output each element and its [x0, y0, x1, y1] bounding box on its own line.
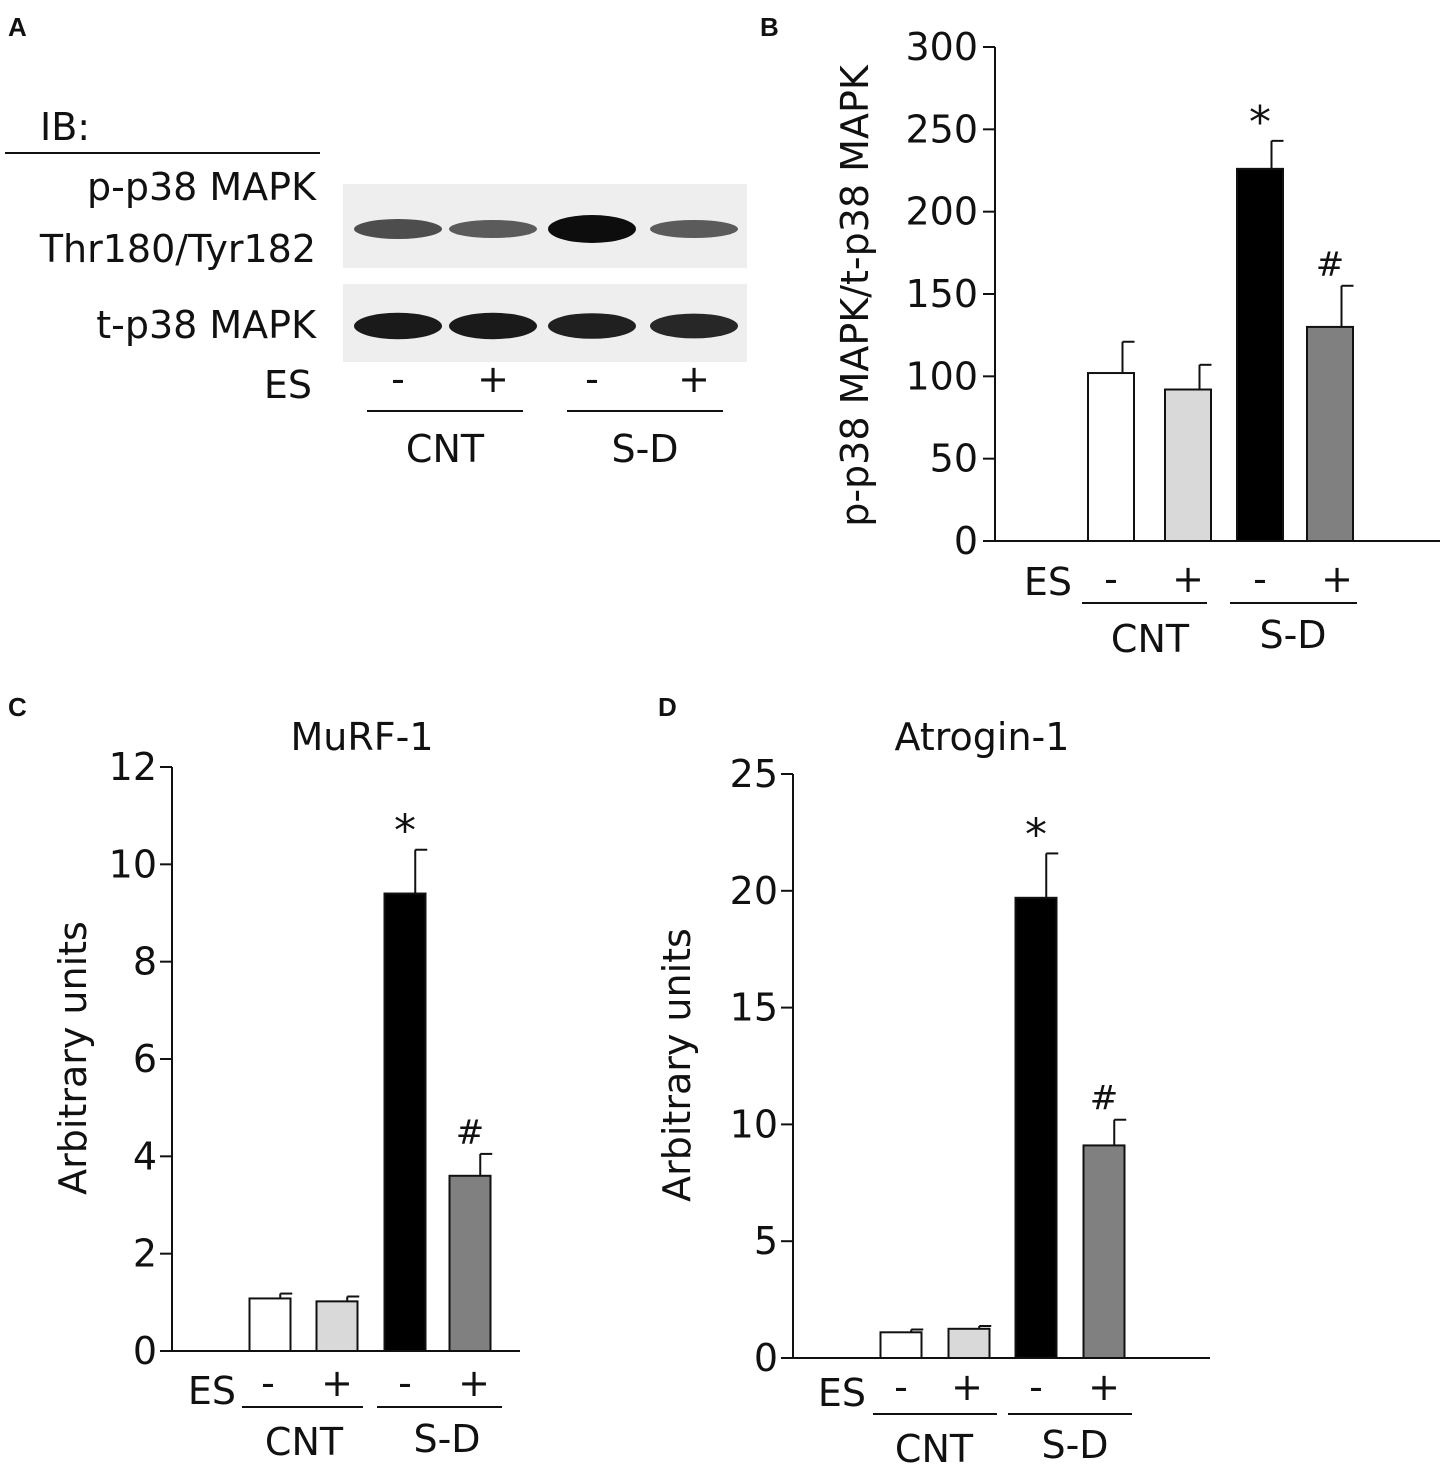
bar — [1014, 896, 1058, 1359]
y-tick-label: 50 — [930, 437, 978, 481]
y-tick-label: 10 — [730, 1102, 778, 1146]
chart-c-ylabel: Arbitrary units — [51, 921, 95, 1195]
significance-mark: * — [1249, 97, 1271, 148]
chart-d-es-sign-2: + — [951, 1365, 983, 1409]
y-tick-label: 150 — [905, 272, 978, 316]
bar — [1306, 325, 1354, 542]
chart-d-es-sign-1: - — [894, 1365, 908, 1409]
blot-row1-label-line2: Thr180/Tyr182 — [39, 227, 316, 271]
panel-b-label: B — [760, 12, 779, 42]
blot-band-total — [650, 313, 738, 339]
chart-d-group-sd: S-D — [1041, 1423, 1108, 1467]
chart-b-plot: 0 50 100 150 200 250 300 * # — [905, 25, 1440, 563]
y-tick-label: 6 — [133, 1037, 157, 1081]
panel-c-label: C — [8, 692, 27, 722]
y-tick-label: 0 — [133, 1329, 157, 1373]
significance-mark: * — [1025, 809, 1047, 860]
blot-band-total — [548, 313, 636, 339]
bar — [947, 1327, 991, 1360]
ib-label: IB: — [40, 105, 90, 149]
chart-c-es-sign-4: + — [458, 1361, 490, 1405]
es-label-a: ES — [264, 363, 312, 407]
significance-mark: # — [1090, 1079, 1119, 1119]
bar — [1236, 167, 1284, 542]
y-tick-label: 250 — [905, 107, 978, 151]
bar — [1087, 372, 1135, 543]
bar — [1082, 1144, 1126, 1359]
y-tick-label: 12 — [109, 745, 157, 789]
bar — [448, 1174, 492, 1353]
chart-c-es-sign-1: - — [261, 1361, 275, 1405]
bar — [879, 1331, 923, 1359]
chart-d-ylabel: Arbitrary units — [655, 928, 699, 1202]
chart-d-title: Atrogin-1 — [895, 715, 1070, 759]
chart-b-ylabel: p-p38 MAPK/t-p38 MAPK — [833, 64, 877, 527]
blot-band-total — [354, 312, 442, 340]
group-label-cnt: CNT — [406, 427, 485, 471]
group-label-sd: S-D — [611, 427, 678, 471]
y-tick-label: 300 — [905, 25, 978, 69]
significance-mark: # — [1316, 245, 1345, 285]
chart-c-group-sd: S-D — [413, 1417, 480, 1461]
chart-d-es-sign-3: - — [1029, 1365, 1043, 1409]
y-tick-label: 25 — [730, 752, 778, 796]
lane-sign-1: - — [391, 357, 405, 401]
chart-c-es-label: ES — [188, 1369, 236, 1413]
chart-b-es-sign-3: - — [1253, 557, 1267, 601]
bar — [383, 892, 427, 1352]
bar — [1164, 388, 1212, 542]
blot-band-phospho — [548, 215, 636, 243]
chart-c-plot: 0 2 4 6 8 10 12 * # — [109, 745, 520, 1373]
y-tick-label: 8 — [133, 940, 157, 984]
bar — [248, 1297, 292, 1352]
y-tick-label: 5 — [754, 1219, 778, 1263]
chart-c-es-sign-3: - — [398, 1361, 412, 1405]
chart-b-es-sign-1: - — [1104, 557, 1118, 601]
y-tick-label: 100 — [905, 354, 978, 398]
chart-c-group-cnt: CNT — [265, 1420, 344, 1464]
y-tick-label: 20 — [730, 869, 778, 913]
chart-c-title: MuRF-1 — [290, 715, 433, 759]
y-tick-label: 2 — [133, 1232, 157, 1276]
lane-sign-4: + — [678, 357, 710, 401]
y-tick-label: 10 — [109, 842, 157, 886]
chart-d-es-label: ES — [818, 1371, 866, 1415]
blot-band-phospho — [650, 219, 738, 239]
significance-mark: # — [456, 1113, 485, 1153]
lane-sign-3: - — [585, 357, 599, 401]
y-tick-label: 15 — [730, 986, 778, 1030]
chart-b-es-sign-4: + — [1321, 557, 1353, 601]
blot-row2-label: t-p38 MAPK — [96, 303, 317, 347]
y-tick-label: 0 — [954, 519, 978, 563]
chart-b-es-label: ES — [1024, 560, 1072, 604]
y-tick-label: 0 — [754, 1336, 778, 1380]
chart-d-plot: 0 5 10 15 20 25 * # — [730, 752, 1210, 1380]
chart-d: 0 5 10 15 20 25 * # ES - + - + CNT S-D — [730, 752, 1210, 1470]
panel-a: A IB: p-p38 MAPK Thr180/Tyr182 t-p38 MAP… — [5, 12, 747, 471]
blot-bands — [354, 215, 738, 340]
chart-b: 0 50 100 150 200 250 300 * # ES - + - + CNT S-D — [905, 25, 1440, 661]
chart-b-group-sd: S-D — [1259, 613, 1326, 657]
chart-d-group-cnt: CNT — [895, 1427, 974, 1470]
chart-c-es-sign-2: + — [321, 1361, 353, 1405]
chart-d-es-sign-4: + — [1088, 1365, 1120, 1409]
panel-d-label: D — [658, 692, 677, 722]
blot-band-phospho — [354, 219, 442, 239]
chart-b-es-sign-2: + — [1172, 557, 1204, 601]
panel-a-label: A — [8, 12, 27, 42]
y-tick-label: 200 — [905, 190, 978, 234]
y-tick-label: 4 — [133, 1134, 157, 1178]
chart-c: 0 2 4 6 8 10 12 * # ES - + - + CNT S-D — [109, 745, 520, 1464]
blot-band-total — [449, 312, 537, 340]
blot-row1-label-line1: p-p38 MAPK — [87, 165, 317, 209]
blot-band-phospho — [449, 219, 537, 239]
chart-b-group-cnt: CNT — [1111, 617, 1190, 661]
significance-mark: * — [394, 806, 416, 857]
bar — [315, 1300, 359, 1352]
lane-sign-2: + — [477, 357, 509, 401]
